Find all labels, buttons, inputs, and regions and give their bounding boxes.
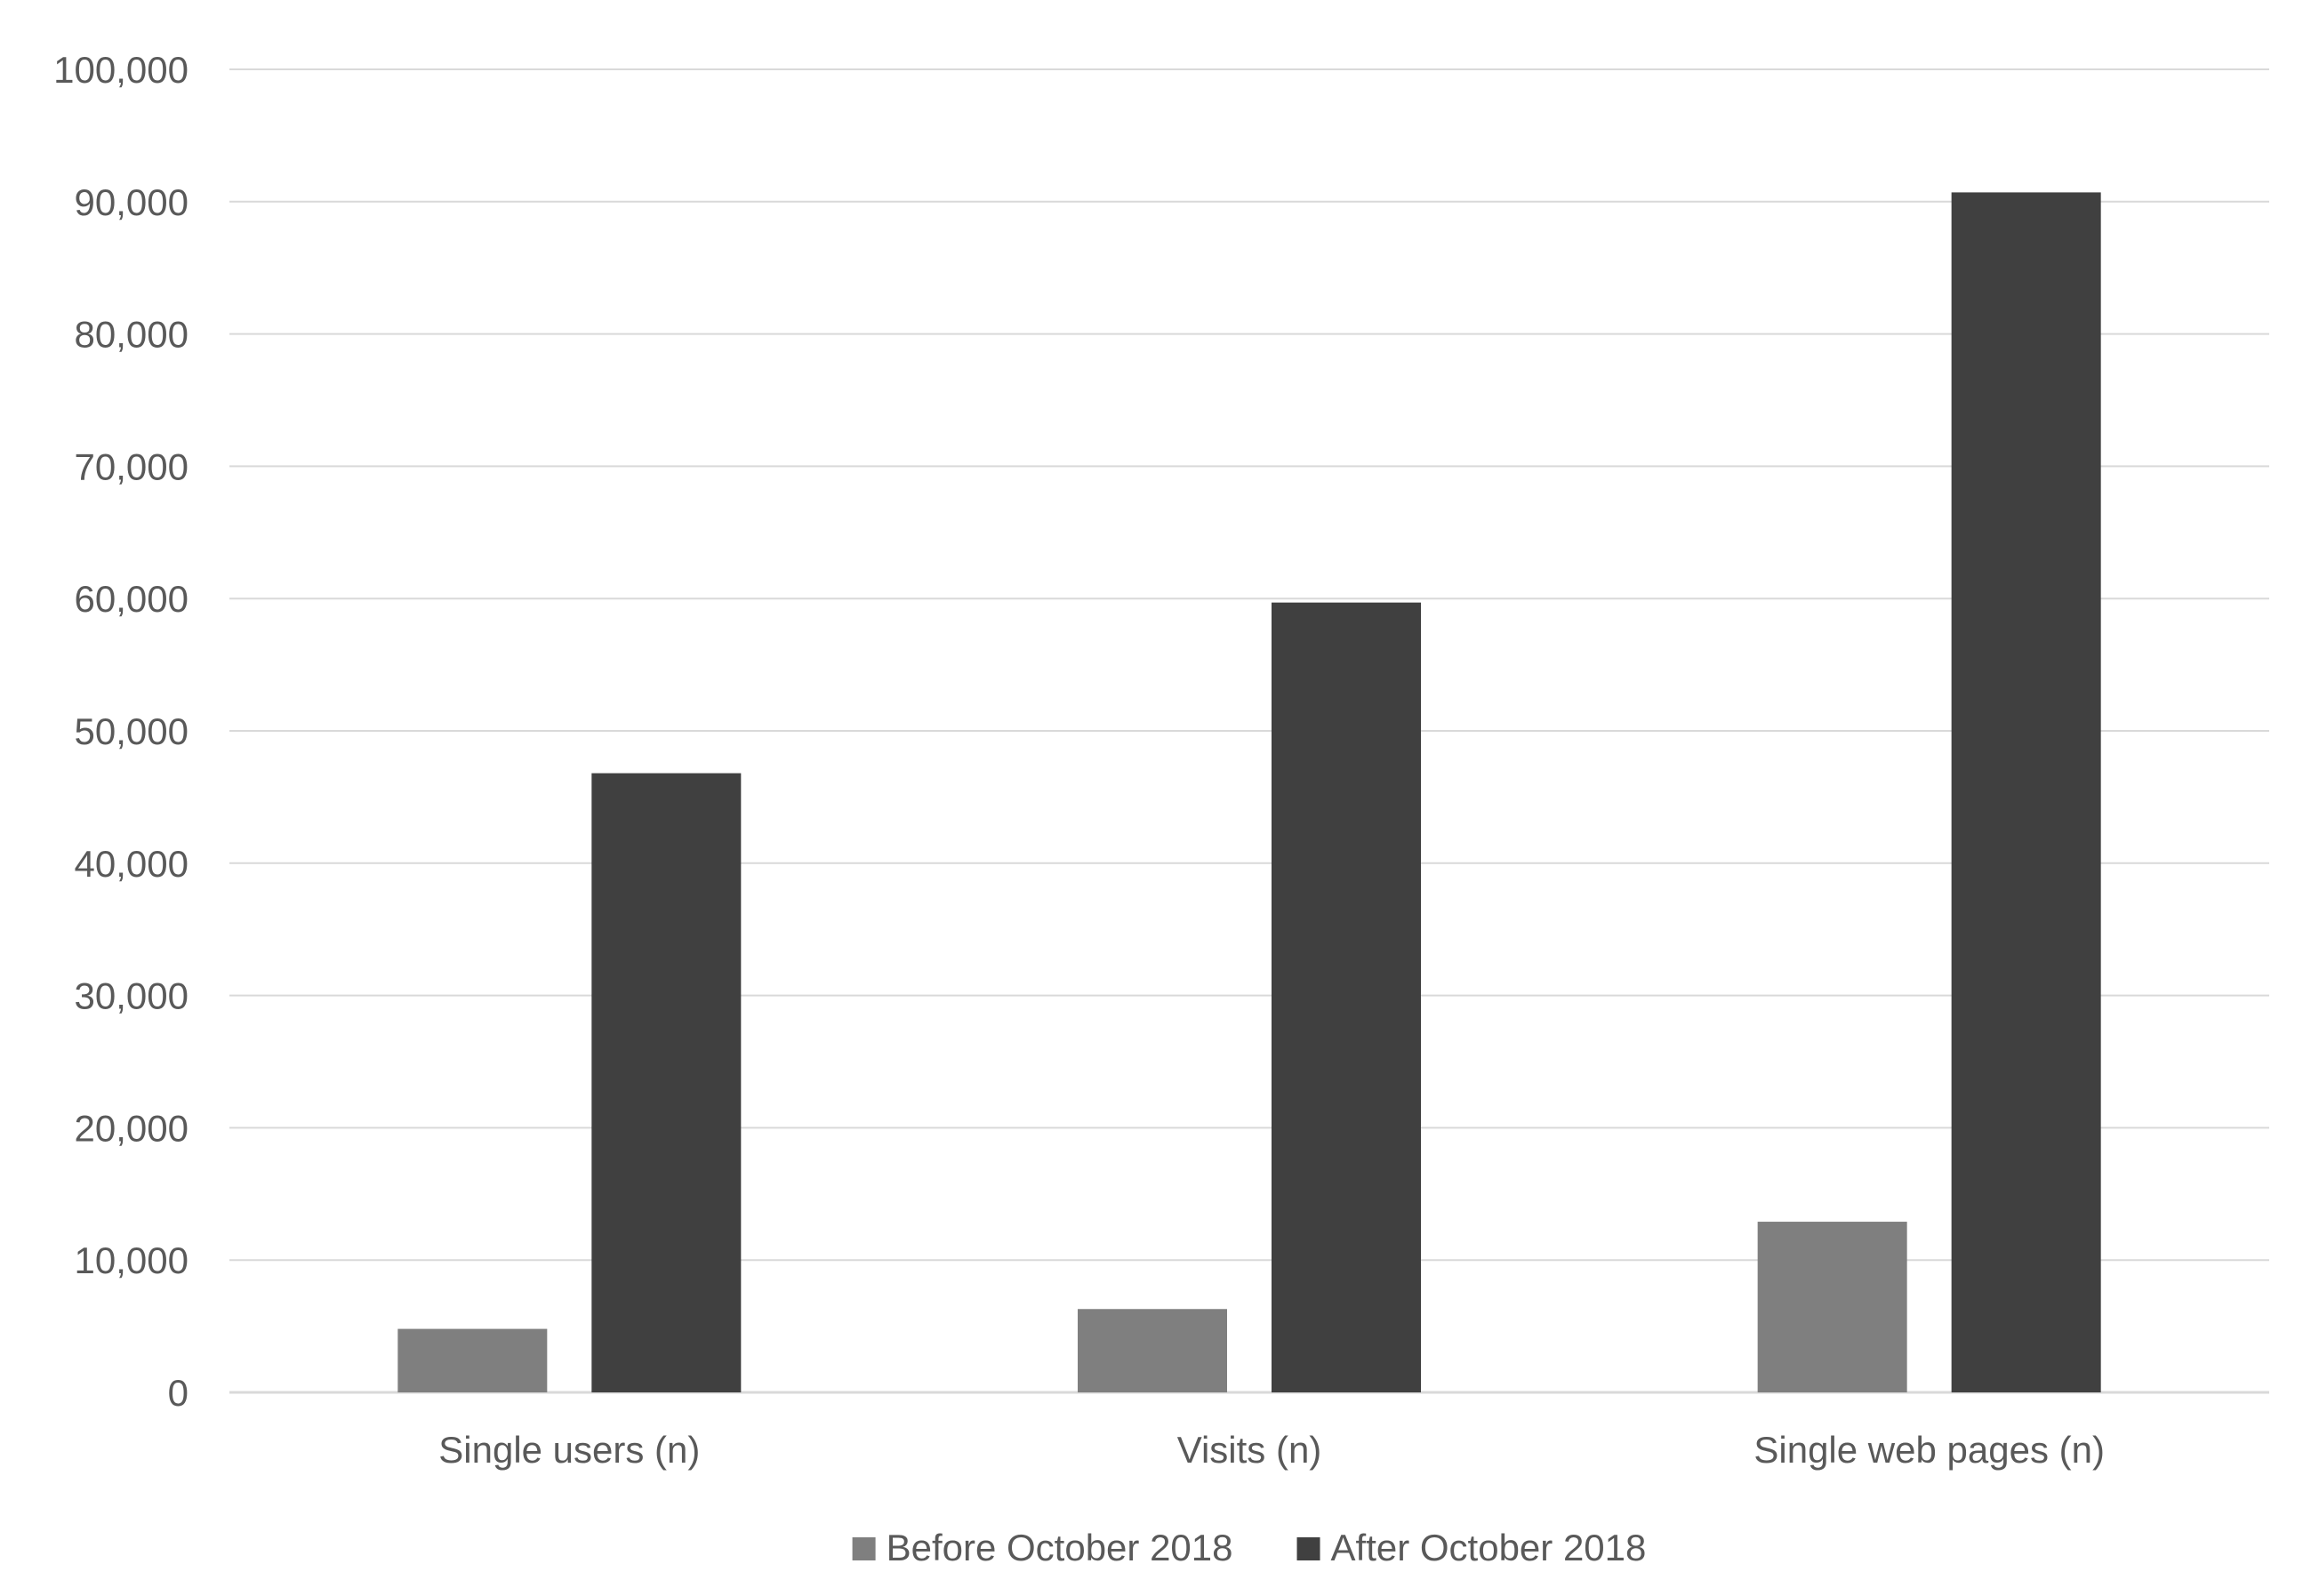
legend-item: After October 2018 xyxy=(1296,1527,1647,1568)
x-category-label: Single web pages (n) xyxy=(1753,1429,2105,1471)
bar-after xyxy=(1951,192,2101,1392)
legend-label: Before October 2018 xyxy=(887,1527,1233,1568)
x-axis-category-labels: Single users (n) Visits (n) Single web pag… xyxy=(438,1429,2105,1471)
gridlines xyxy=(229,68,2269,1394)
y-tick-label: 60,000 xyxy=(75,578,189,620)
legend-swatch xyxy=(852,1537,876,1560)
x-category-label: Visits (n) xyxy=(1177,1429,1322,1471)
bar-before xyxy=(1078,1309,1227,1392)
y-tick-label: 100,000 xyxy=(53,49,189,91)
legend-item: Before October 2018 xyxy=(852,1527,1233,1568)
y-tick-label: 40,000 xyxy=(75,843,189,885)
y-tick-label: 10,000 xyxy=(75,1239,189,1281)
x-category-label: Single users (n) xyxy=(438,1429,700,1471)
bar-before xyxy=(1757,1222,1907,1392)
y-tick-label: 80,000 xyxy=(75,314,189,356)
bar-before xyxy=(397,1328,548,1392)
legend-swatch xyxy=(1296,1537,1320,1560)
bar-after xyxy=(591,773,742,1392)
y-tick-label: 30,000 xyxy=(75,975,189,1017)
y-tick-label: 70,000 xyxy=(75,445,189,487)
bars xyxy=(397,192,2101,1392)
y-axis-tick-labels: 0 10,000 20,000 30,000 40,000 50,000 60,000 70,… xyxy=(53,49,189,1414)
bar-after xyxy=(1272,602,1421,1392)
y-tick-label: 20,000 xyxy=(75,1107,189,1149)
legend: Before October 2018 After October 2018 xyxy=(852,1527,1647,1568)
y-tick-label: 50,000 xyxy=(75,710,189,752)
legend-label: After October 2018 xyxy=(1331,1527,1647,1568)
y-tick-label: 0 xyxy=(168,1372,189,1414)
y-tick-label: 90,000 xyxy=(75,181,189,223)
